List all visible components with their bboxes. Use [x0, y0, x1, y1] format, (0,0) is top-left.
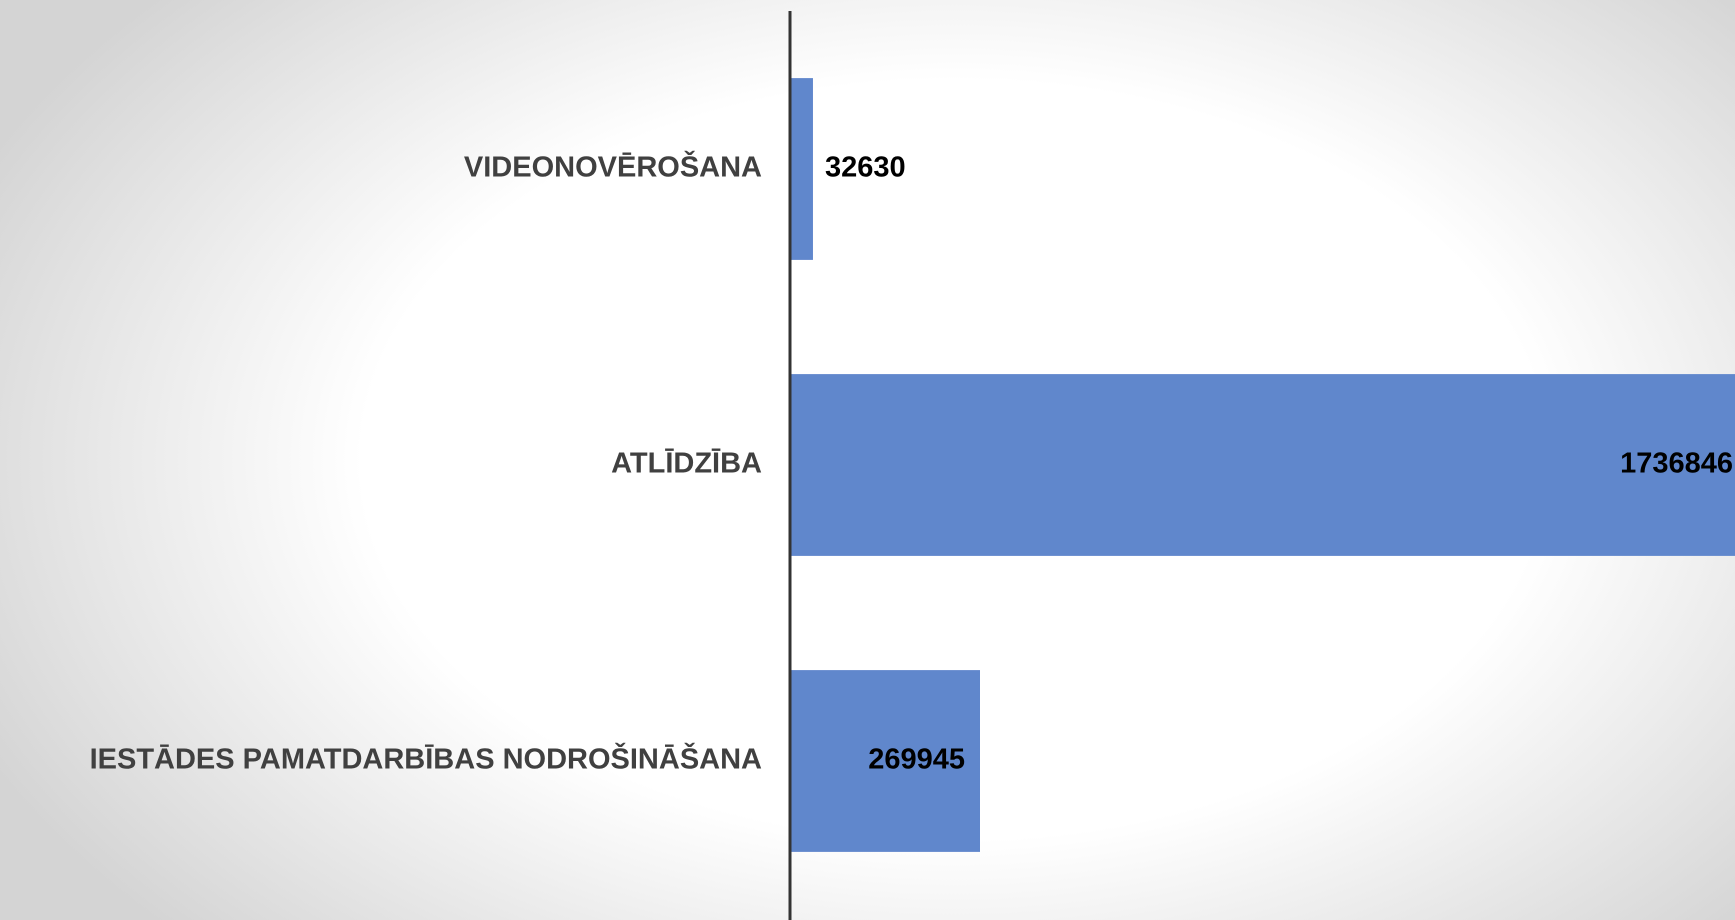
bar [790, 78, 813, 260]
value-label: 32630 [825, 152, 906, 184]
category-label: IESTĀDES PAMATDARBĪBAS NODROŠINĀŠANA [90, 742, 762, 776]
category-label: ATLĪDZĪBA [611, 448, 762, 480]
category-label: VIDEONOVĒROŠANA [464, 150, 762, 184]
bar [790, 670, 980, 852]
bar [790, 374, 1735, 556]
value-label: 1736846 [1620, 448, 1733, 480]
value-label: 269945 [868, 744, 965, 776]
